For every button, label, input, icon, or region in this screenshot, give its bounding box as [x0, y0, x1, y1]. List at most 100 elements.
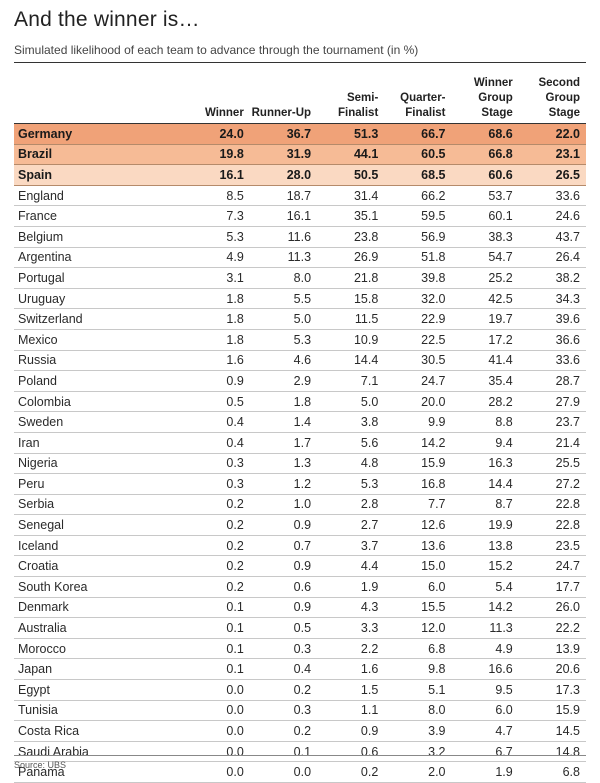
value-cell: 8.5: [182, 185, 250, 207]
table-row: Serbia 0.2 1.0 2.8 7.7 8.7 22.8: [14, 494, 586, 516]
value-cell: 0.9: [249, 514, 318, 536]
team-name-cell: England: [14, 185, 183, 207]
value-cell: 38.3: [451, 226, 519, 248]
value-cell: 15.8: [317, 288, 385, 310]
value-cell: 14.4: [317, 350, 385, 372]
value-cell: 5.5: [249, 288, 318, 310]
column-header-1: Winner: [183, 75, 250, 124]
value-cell: 3.7: [317, 535, 385, 557]
value-cell: 6.7: [451, 741, 519, 763]
value-cell: 15.0: [384, 555, 452, 578]
table-row: Sweden 0.4 1.4 3.8 9.9 8.8 23.7: [14, 411, 586, 433]
value-cell: 2.2: [317, 638, 385, 660]
value-cell: 1.8: [182, 308, 250, 330]
table-row: Germany 24.0 36.7 51.3 66.7 68.6 22.0: [14, 123, 586, 145]
table-row: Argentina 4.9 11.3 26.9 51.8 54.7 26.4: [14, 247, 586, 269]
team-name-cell: Spain: [14, 164, 183, 186]
value-cell: 26.0: [518, 597, 586, 619]
value-cell: 28.0: [249, 164, 318, 186]
value-cell: 31.4: [317, 185, 385, 207]
table-row: Poland 0.9 2.9 7.1 24.7 35.4 28.7: [14, 370, 586, 392]
value-cell: 4.4: [317, 555, 385, 578]
value-cell: 51.3: [317, 123, 385, 145]
table-row: Nigeria 0.3 1.3 4.8 15.9 16.3 25.5: [14, 453, 586, 475]
value-cell: 66.2: [384, 185, 452, 207]
chart-title: And the winner is…: [14, 8, 200, 31]
value-cell: 53.7: [451, 185, 519, 207]
value-cell: 4.3: [317, 597, 385, 619]
value-cell: 0.1: [182, 658, 250, 681]
value-cell: 4.9: [451, 638, 519, 660]
value-cell: 0.5: [249, 617, 318, 639]
team-name-cell: Colombia: [14, 391, 183, 413]
team-name-cell: South Korea: [14, 576, 183, 598]
value-cell: 0.0: [182, 741, 250, 763]
value-cell: 1.4: [249, 411, 318, 433]
value-cell: 34.3: [518, 288, 586, 310]
chart-subtitle: Simulated likelihood of each team to adv…: [14, 43, 419, 57]
value-cell: 3.1: [182, 267, 250, 289]
value-cell: 17.2: [451, 329, 519, 351]
table-row: Iran 0.4 1.7 5.6 14.2 9.4 21.4: [14, 432, 586, 454]
value-cell: 20.6: [518, 658, 586, 681]
column-header-3: Semi- Finalist: [317, 75, 384, 124]
value-cell: 0.1: [182, 617, 250, 639]
value-cell: 0.2: [182, 514, 250, 536]
team-name-cell: Morocco: [14, 638, 183, 660]
team-name-cell: Mexico: [14, 329, 183, 351]
column-header-line: Second: [538, 77, 580, 89]
value-cell: 1.0: [249, 494, 318, 516]
value-cell: 21.4: [518, 432, 586, 454]
table-row: Colombia 0.5 1.8 5.0 20.0 28.2 27.9: [14, 391, 586, 413]
team-name-cell: Iceland: [14, 535, 183, 557]
top-rule: [14, 62, 586, 63]
column-header-2: Runner-Up: [250, 75, 317, 124]
value-cell: 13.6: [384, 535, 452, 557]
column-header-line: Runner-Up: [251, 107, 312, 119]
value-cell: 28.2: [451, 391, 519, 413]
value-cell: 25.2: [451, 267, 519, 289]
value-cell: 3.3: [317, 617, 385, 639]
value-cell: 6.0: [451, 700, 519, 722]
table-row: Mexico 1.8 5.3 10.9 22.5 17.2 36.6: [14, 329, 586, 351]
value-cell: 54.7: [451, 247, 519, 269]
table-row: England 8.5 18.7 31.4 66.2 53.7 33.6: [14, 185, 586, 207]
value-cell: 0.3: [182, 473, 250, 495]
value-cell: 16.3: [451, 453, 519, 475]
value-cell: 13.9: [518, 638, 586, 660]
table-row: Peru 0.3 1.2 5.3 16.8 14.4 27.2: [14, 473, 586, 495]
value-cell: 7.1: [317, 370, 385, 392]
value-cell: 14.8: [518, 741, 586, 763]
team-name-cell: Belgium: [14, 226, 183, 248]
value-cell: 30.5: [384, 350, 452, 372]
value-cell: 27.2: [518, 473, 586, 495]
probability-table: Winner Runner-Up Semi- Finalist Quarter- Fina…: [14, 75, 586, 783]
value-cell: 5.0: [317, 391, 385, 413]
value-cell: 0.2: [317, 761, 385, 783]
table-row: Japan 0.1 0.4 1.6 9.8 16.6 20.6: [14, 658, 586, 681]
column-header-line: Group: [478, 92, 513, 104]
value-cell: 3.9: [384, 720, 452, 742]
value-cell: 1.1: [317, 700, 385, 722]
value-cell: 16.1: [182, 164, 250, 186]
value-cell: 8.8: [451, 411, 519, 433]
value-cell: 0.9: [249, 555, 318, 578]
value-cell: 27.9: [518, 391, 586, 413]
table-row: Brazil 19.8 31.9 44.1 60.5 66.8 23.1: [14, 144, 586, 166]
value-cell: 12.0: [384, 617, 452, 639]
value-cell: 15.9: [384, 453, 452, 475]
value-cell: 11.3: [451, 617, 519, 639]
table-row: Belgium 5.3 11.6 23.8 56.9 38.3 43.7: [14, 226, 586, 248]
value-cell: 19.8: [182, 144, 250, 166]
value-cell: 0.2: [182, 494, 250, 516]
value-cell: 23.1: [518, 144, 586, 166]
value-cell: 0.2: [249, 679, 318, 701]
value-cell: 0.4: [182, 432, 250, 454]
value-cell: 22.8: [518, 514, 586, 536]
value-cell: 31.9: [249, 144, 318, 166]
value-cell: 16.1: [249, 205, 318, 227]
value-cell: 19.9: [451, 514, 519, 536]
team-name-cell: Portugal: [14, 267, 183, 289]
value-cell: 50.5: [317, 164, 385, 186]
